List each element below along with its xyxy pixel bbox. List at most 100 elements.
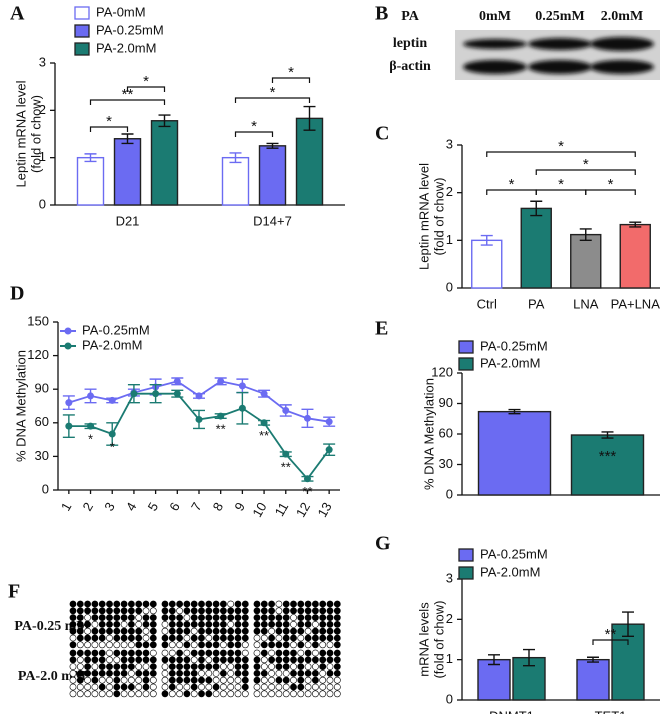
cpg-site	[253, 634, 261, 642]
cpg-site	[212, 627, 220, 635]
cpg-site	[234, 683, 242, 691]
cpg-site	[304, 649, 312, 657]
legend-swatch	[64, 327, 72, 335]
cpg-site	[106, 649, 113, 657]
cpg-site	[333, 676, 341, 684]
cpg-site	[149, 670, 157, 677]
cpg-site	[212, 649, 220, 657]
cpg-site	[69, 621, 77, 628]
cpg-site	[333, 663, 341, 670]
marker	[108, 396, 116, 404]
cpg-site	[120, 641, 128, 649]
x-tick-label: D21	[116, 213, 140, 228]
cpg-site	[311, 641, 319, 649]
legend-label: PA-2.0mM	[480, 355, 540, 370]
cpg-site	[183, 621, 191, 628]
significance-label: *	[608, 176, 614, 193]
significance-label: *	[143, 73, 149, 90]
x-tick-label: 3	[101, 500, 118, 514]
cpg-site	[260, 641, 268, 649]
cpg-site	[311, 627, 319, 635]
panel-label: D	[10, 283, 24, 305]
legend-swatch	[458, 566, 474, 580]
cpg-site	[176, 600, 183, 608]
cpg-site	[212, 690, 220, 698]
cpg-site	[127, 690, 135, 698]
panel-label: G	[375, 533, 391, 555]
cpg-site	[275, 634, 283, 642]
significance-label: **	[259, 428, 269, 443]
cpg-site	[227, 641, 235, 649]
cpg-site	[183, 627, 191, 635]
cpg-site	[198, 627, 205, 635]
x-tick-label: Ctrl	[477, 296, 497, 311]
y-tick-label: 90	[439, 395, 453, 410]
cpg-site	[234, 676, 242, 684]
cpg-site	[98, 690, 106, 698]
cpg-site	[91, 621, 99, 628]
cpg-site	[282, 663, 290, 670]
cpg-site	[275, 683, 283, 691]
legend-label: PA-0.25mM	[96, 22, 164, 37]
marker	[238, 404, 246, 412]
cpg-site	[120, 600, 128, 608]
cpg-site	[183, 690, 191, 698]
cpg-site	[268, 607, 275, 615]
cpg-site	[304, 621, 312, 628]
y-tick-label: 1	[39, 149, 46, 164]
cpg-site	[168, 621, 176, 628]
marker	[325, 418, 333, 426]
cpg-site	[219, 676, 227, 684]
cpg-site	[253, 641, 261, 649]
x-tick-label: 9	[231, 500, 248, 514]
cpg-site	[268, 627, 275, 635]
cpg-site	[290, 649, 297, 657]
cpg-site	[76, 641, 84, 649]
cpg-site	[142, 614, 150, 621]
cpg-site	[183, 676, 191, 684]
x-tick-label: 2	[80, 500, 97, 514]
cpg-site	[120, 649, 128, 657]
cpg-site	[219, 607, 227, 615]
cpg-site	[120, 621, 128, 628]
cpg-site	[275, 670, 283, 677]
cpg-site	[106, 663, 113, 670]
bar	[576, 658, 610, 701]
cpg-site	[135, 663, 143, 670]
y-tick-label: 30	[35, 448, 49, 463]
y-tick-label: 120	[27, 347, 49, 362]
cpg-site	[227, 634, 235, 642]
cpg-site	[326, 621, 334, 628]
x-tick-label: 7	[188, 500, 205, 514]
cpg-site	[326, 627, 334, 635]
bar	[295, 117, 324, 206]
cpg-site	[91, 676, 99, 684]
cpg-site	[212, 634, 220, 642]
cpg-site	[183, 670, 191, 677]
cpg-site	[135, 641, 143, 649]
cpg-site	[234, 656, 242, 664]
cpg-site	[176, 663, 183, 670]
cpg-site	[234, 649, 242, 657]
cpg-site	[190, 627, 198, 635]
cpg-site	[198, 634, 205, 642]
cpg-site	[241, 634, 249, 642]
cpg-site	[84, 607, 91, 615]
cpg-site	[113, 649, 121, 657]
cpg-site	[135, 683, 143, 691]
cpg-site	[241, 670, 249, 677]
cpg-site	[282, 621, 290, 628]
cpg-site	[106, 614, 113, 621]
cpg-site	[227, 607, 235, 615]
cpg-site	[161, 627, 169, 635]
cpg-site	[135, 649, 143, 657]
error-bar	[579, 228, 592, 242]
y-axis-label: mRNA levels	[416, 602, 431, 677]
cpg-site	[91, 683, 99, 691]
error-bar	[480, 234, 493, 246]
cpg-site	[253, 600, 261, 608]
cpg-site	[168, 600, 176, 608]
significance-label: *	[106, 113, 112, 130]
cpg-site	[326, 600, 334, 608]
cpg-site	[241, 676, 249, 684]
